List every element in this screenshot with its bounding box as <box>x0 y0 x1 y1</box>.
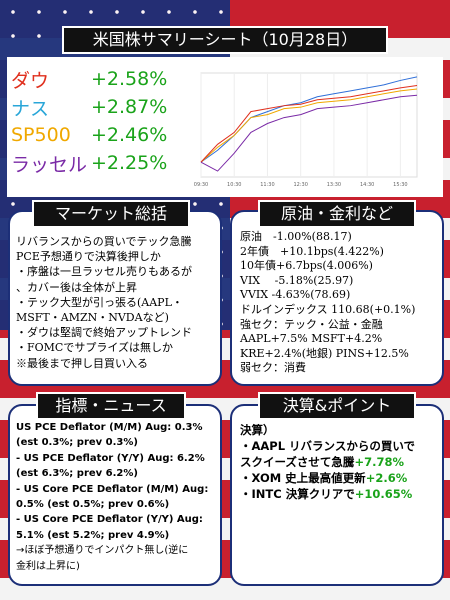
market-line: ・序盤は一旦ラッセル売りもあるが <box>16 265 192 279</box>
market-line: 、カバー後は全体が上昇 <box>16 280 137 294</box>
earnings-intro: 決算） <box>240 423 275 437</box>
earnings-item-xom: ・XOM 史上最高値更新+2.6% <box>240 470 442 486</box>
chart-series-line-3 <box>200 94 418 172</box>
indicator-line: - US Core PCE Deflator (Y/Y) Aug: <box>16 514 203 526</box>
earnings-change: +2.6% <box>365 471 408 485</box>
chart-x-tick-label: 10:30 <box>227 182 241 188</box>
earnings-item-intc: ・INTC 決算クリアで+10.65% <box>240 486 442 502</box>
chart-x-tick-label: 12:30 <box>293 182 307 188</box>
indicator-line: 5.1% (est 5.2%; prev 4.9%) <box>16 529 170 541</box>
intraday-chart: 09:30 10:30 11:30 12:30 13:30 14:30 15:30 <box>179 59 441 195</box>
market-line: ・ダウは堅調で終始アップトレンド <box>16 326 192 340</box>
market-line: PCE予想通りで決算後押しか <box>16 250 161 264</box>
earnings-item-aapl-cont: スクイーズさせて急騰+7.78% <box>240 454 442 470</box>
indicator-line: 0.5% (est 0.5%; prev 0.6%) <box>16 499 170 511</box>
market-summary-header: マーケット総括 <box>32 200 190 228</box>
index-name: ダウ <box>11 69 50 92</box>
market-line: ・FOMCでサプライズは無しか <box>16 341 173 355</box>
market-line: ・テック大型が引っ張る(AAPL・ <box>16 295 183 309</box>
index-name: ラッセル <box>11 153 88 176</box>
indicators-text: US PCE Deflator (M/M) Aug: 0.3% (est 0.3… <box>16 420 220 574</box>
chart-x-tick-label: 14:30 <box>360 182 374 188</box>
indicator-line: - US PCE Deflator (Y/Y) Aug: 6.2% <box>16 452 205 464</box>
index-row-dow: ダウ +2.58% <box>11 65 179 93</box>
commodity-line: 2年債 +10.1bps(4.422%) <box>240 244 384 258</box>
earnings-change: +7.78% <box>354 455 404 469</box>
indicators-header: 指標・ニュース <box>36 392 186 420</box>
indicator-line: 金利は上昇に) <box>16 560 80 572</box>
index-row-russell: ラッセル +2.25% <box>11 149 179 177</box>
indicator-line: (est 6.3%; prev 6.2%) <box>16 468 138 480</box>
index-name: SP500 <box>11 124 71 146</box>
earnings-text-segment: ・INTC 決算クリアで <box>240 487 355 501</box>
chart-plot-area <box>200 72 418 178</box>
commodity-line: VVIX -4.63%(78.69) <box>240 288 351 302</box>
market-summary-text: リバランスからの買いでテック急騰 PCE予想通りで決算後押しか ・序盤は一旦ラッ… <box>16 234 220 371</box>
market-line: リバランスからの買いでテック急騰 <box>16 235 192 248</box>
chart-series-line-2 <box>200 84 418 163</box>
chart-x-tick-label: 11:30 <box>260 182 274 188</box>
index-change: +2.87% <box>91 96 168 118</box>
index-change: +2.58% <box>91 68 168 90</box>
commodity-line: KRE+2.4%(地銀) PINS+12.5% <box>240 346 409 360</box>
indicator-line: →ほぼ予想通りでインパクト無し(逆に <box>16 545 189 557</box>
earnings-header: 決算&ポイント <box>258 392 416 420</box>
market-line: MSFT・AMZN・NVDAなど) <box>16 311 169 325</box>
commodity-line: ドルインデックス 110.68(+0.1%) <box>240 302 416 316</box>
commodities-header: 原油・金利など <box>258 200 416 228</box>
chart-series-line-1 <box>200 88 418 163</box>
earnings-change: +10.65% <box>354 487 413 501</box>
chart-x-tick-label: 09:30 <box>194 182 208 188</box>
earnings-text-segment: スクイーズさせて急騰 <box>240 455 355 469</box>
index-row-nasdaq: ナス +2.87% <box>11 93 179 121</box>
earnings-text-segment: ・XOM 史上最高値更新 <box>240 471 366 485</box>
index-change: +2.46% <box>91 124 168 146</box>
indicator-line: US PCE Deflator (M/M) Aug: 0.3% <box>16 422 203 433</box>
indicator-line: - US Core PCE Deflator (M/M) Aug: <box>16 483 209 495</box>
chart-svg: 09:30 10:30 11:30 12:30 13:30 14:30 15:30 <box>194 72 418 188</box>
commodity-line: VIX -5.18%(25.97) <box>240 273 354 287</box>
summary-panel: ダウ +2.58% ナス +2.87% SP500 +2.46% ラッセル +2… <box>7 57 443 197</box>
page-title: 米国株サマリーシート（10月28日） <box>62 26 388 54</box>
index-change: +2.25% <box>91 152 168 174</box>
commodity-line: AAPL+7.5% MSFT+4.2% <box>240 332 383 346</box>
commodities-box: 原油 -1.00%(88.17) 2年債 +10.1bps(4.422%) 10… <box>230 210 444 386</box>
market-line: ※最後まで押し目買い入る <box>16 356 148 370</box>
commodity-line: 強セク：テック・公益・金融 <box>240 317 383 331</box>
index-row-sp500: SP500 +2.46% <box>11 121 179 149</box>
earnings-box: 決算） ・AAPL リバランスからの買いで スクイーズさせて急騰+7.78% ・… <box>230 404 444 586</box>
index-name: ナス <box>11 97 50 120</box>
earnings-text: 決算） ・AAPL リバランスからの買いで スクイーズさせて急騰+7.78% ・… <box>240 422 442 502</box>
market-summary-box: リバランスからの買いでテック急騰 PCE予想通りで決算後押しか ・序盤は一旦ラッ… <box>8 210 222 386</box>
index-list: ダウ +2.58% ナス +2.87% SP500 +2.46% ラッセル +2… <box>11 65 179 177</box>
chart-x-tick-label: 15:30 <box>393 182 407 188</box>
earnings-item-aapl: ・AAPL リバランスからの買いで <box>240 439 415 453</box>
commodities-text: 原油 -1.00%(88.17) 2年債 +10.1bps(4.422%) 10… <box>240 230 442 376</box>
indicators-box: US PCE Deflator (M/M) Aug: 0.3% (est 0.3… <box>8 404 222 586</box>
commodity-line: 10年債+6.7bps(4.006%) <box>240 259 373 273</box>
commodity-line: 原油 -1.00%(88.17) <box>240 230 352 243</box>
commodity-line: 弱セク：消費 <box>240 361 306 375</box>
indicator-line: (est 0.3%; prev 0.3%) <box>16 437 138 449</box>
chart-x-tick-label: 13:30 <box>327 182 341 188</box>
